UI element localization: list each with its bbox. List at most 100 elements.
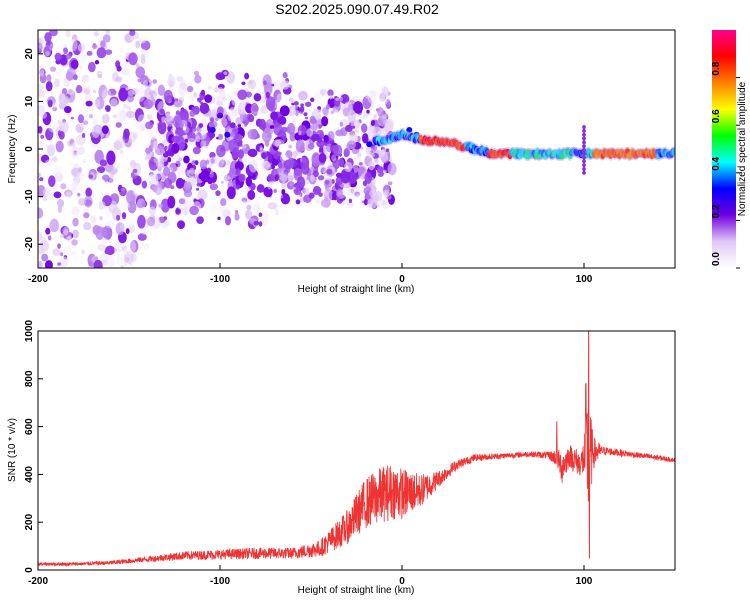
spectrogram-cell <box>145 147 151 154</box>
spectrogram-cell <box>96 166 106 174</box>
spectrogram-cell <box>151 87 159 97</box>
spectrogram-cell <box>189 95 195 102</box>
spectrogram-cell <box>66 111 73 118</box>
spectrogram-cell <box>295 199 301 205</box>
spectrogram-cell <box>385 118 395 129</box>
spectrogram-cell <box>380 149 385 155</box>
spectrogram-cell <box>143 80 149 87</box>
spectrogram-cell <box>327 112 331 115</box>
spectrogram-cell <box>287 122 296 135</box>
spectrogram-cell <box>293 101 299 106</box>
spectrogram-cell <box>195 135 201 143</box>
spectrogram-cell <box>223 174 230 182</box>
spectrogram-cell <box>121 212 127 220</box>
spectrogram-cell <box>298 130 302 136</box>
spectrogram-cell <box>224 216 232 226</box>
spectrogram-cell <box>369 189 378 198</box>
spectrogram-cell <box>76 172 86 181</box>
spectrogram-cell <box>52 236 59 243</box>
snr-y-tick-label: 200 <box>24 513 35 530</box>
spectrogram-cell <box>51 37 56 44</box>
spectrogram-cell <box>69 38 78 52</box>
spectrogram-cell <box>582 132 586 137</box>
spectrogram-cell <box>65 236 72 243</box>
spectrogram-cell <box>151 145 158 151</box>
spectrogram-cell <box>325 103 330 110</box>
spectrogram-cell <box>339 121 344 127</box>
spectrogram-cell <box>275 210 279 216</box>
spectrogram-cell <box>71 34 78 43</box>
spectrogram-cell <box>54 52 62 61</box>
spectrogram-cell <box>56 198 65 208</box>
spectrogram-cell <box>376 166 384 174</box>
snr-y-tick-label: 800 <box>24 370 35 387</box>
snr-x-ticks: -200 -100 0 100 <box>28 565 593 587</box>
spectrogram-cell <box>365 146 372 155</box>
spectrogram-cell <box>148 156 159 171</box>
spectrogram-cell <box>338 157 345 168</box>
spectrogram-cell <box>245 91 253 98</box>
spectrogram-cell <box>115 137 126 150</box>
spectrogram-cell <box>189 110 196 117</box>
spectrogram-cell <box>222 209 231 218</box>
spectrogram-cell <box>241 200 247 206</box>
spectrogram-cell <box>366 109 370 114</box>
spectrogram-cell <box>77 52 88 63</box>
spectrogram-cell <box>63 106 72 114</box>
spectrogram-cell <box>208 120 218 129</box>
spectrogram-cell <box>229 122 236 129</box>
spectrogram-cell <box>330 145 338 152</box>
spectrogram-cell <box>38 89 45 98</box>
spectrogram-cell <box>219 117 228 128</box>
spectrogram-cell <box>91 125 101 139</box>
spectrogram-cell <box>115 122 122 128</box>
spectrogram-cell <box>293 109 300 116</box>
spectrogram-cell <box>38 65 45 76</box>
spectrogram-cell <box>60 233 64 239</box>
spectrogram-cell <box>249 160 258 173</box>
spectrogram-cell <box>113 164 120 171</box>
spectrogram-cell <box>125 239 136 254</box>
spectrogram-cell <box>48 121 58 133</box>
snr-panel: -200 -100 0 100 0 200 400 600 800 1000 Height of… <box>7 319 676 596</box>
spectrogram-cell <box>315 199 320 204</box>
spectrogram-cell <box>218 162 222 168</box>
spectrogram-cell <box>40 134 45 139</box>
spectrogram-cell <box>65 30 71 38</box>
spectrogram-cell <box>324 179 330 185</box>
spectrogram-cell <box>179 77 186 86</box>
spectrogram-cell <box>339 96 343 102</box>
spectrogram-cell <box>101 125 109 135</box>
spectrogram-cell <box>217 87 224 94</box>
spectrogram-cell <box>72 229 79 239</box>
spectrogram-cell <box>385 148 390 153</box>
spectrogram-cell <box>163 177 172 189</box>
snr-y-ticks: 0 200 400 600 800 1000 <box>24 319 43 573</box>
spectrogram-cell <box>136 198 146 210</box>
spectrogram-cell <box>243 118 249 126</box>
spectrogram-cells <box>38 30 675 268</box>
spectrogram-cell <box>57 243 61 249</box>
spectrogram-cell <box>82 114 90 121</box>
spectrogram-cell <box>47 99 53 108</box>
colorbar-gradient <box>712 30 736 268</box>
spectrogram-cell <box>237 149 244 159</box>
spectrogram-cell <box>191 106 195 112</box>
spectrogram-cell <box>200 89 206 96</box>
spectrogram-cell <box>99 202 104 208</box>
snr-series-line <box>38 331 675 568</box>
spectrogram-cell <box>200 140 207 149</box>
spectrogram-cell <box>356 176 364 187</box>
spectrogram-cell <box>183 155 190 164</box>
spectrogram-cell <box>123 128 130 139</box>
spectrogram-cell <box>287 143 293 149</box>
spectrogram-cell <box>253 220 260 226</box>
spectrogram-cell <box>73 252 80 263</box>
spectrogram-cell <box>81 74 90 84</box>
spectrogram-cell <box>171 135 181 143</box>
spectrogram-cell <box>267 184 272 190</box>
spectrogram-cell <box>72 217 79 227</box>
spectrogram-cell <box>317 106 322 110</box>
spectrogram-cell <box>582 136 586 141</box>
spectrogram-cell <box>582 163 586 168</box>
